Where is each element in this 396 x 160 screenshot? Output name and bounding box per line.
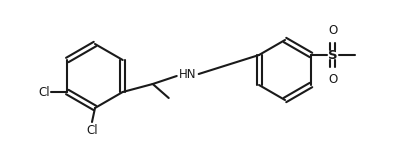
Text: S: S	[328, 48, 338, 61]
Text: Cl: Cl	[86, 124, 98, 137]
Text: O: O	[328, 73, 338, 86]
Text: HN: HN	[179, 68, 196, 80]
Text: Cl: Cl	[39, 85, 50, 99]
Text: O: O	[328, 24, 338, 37]
